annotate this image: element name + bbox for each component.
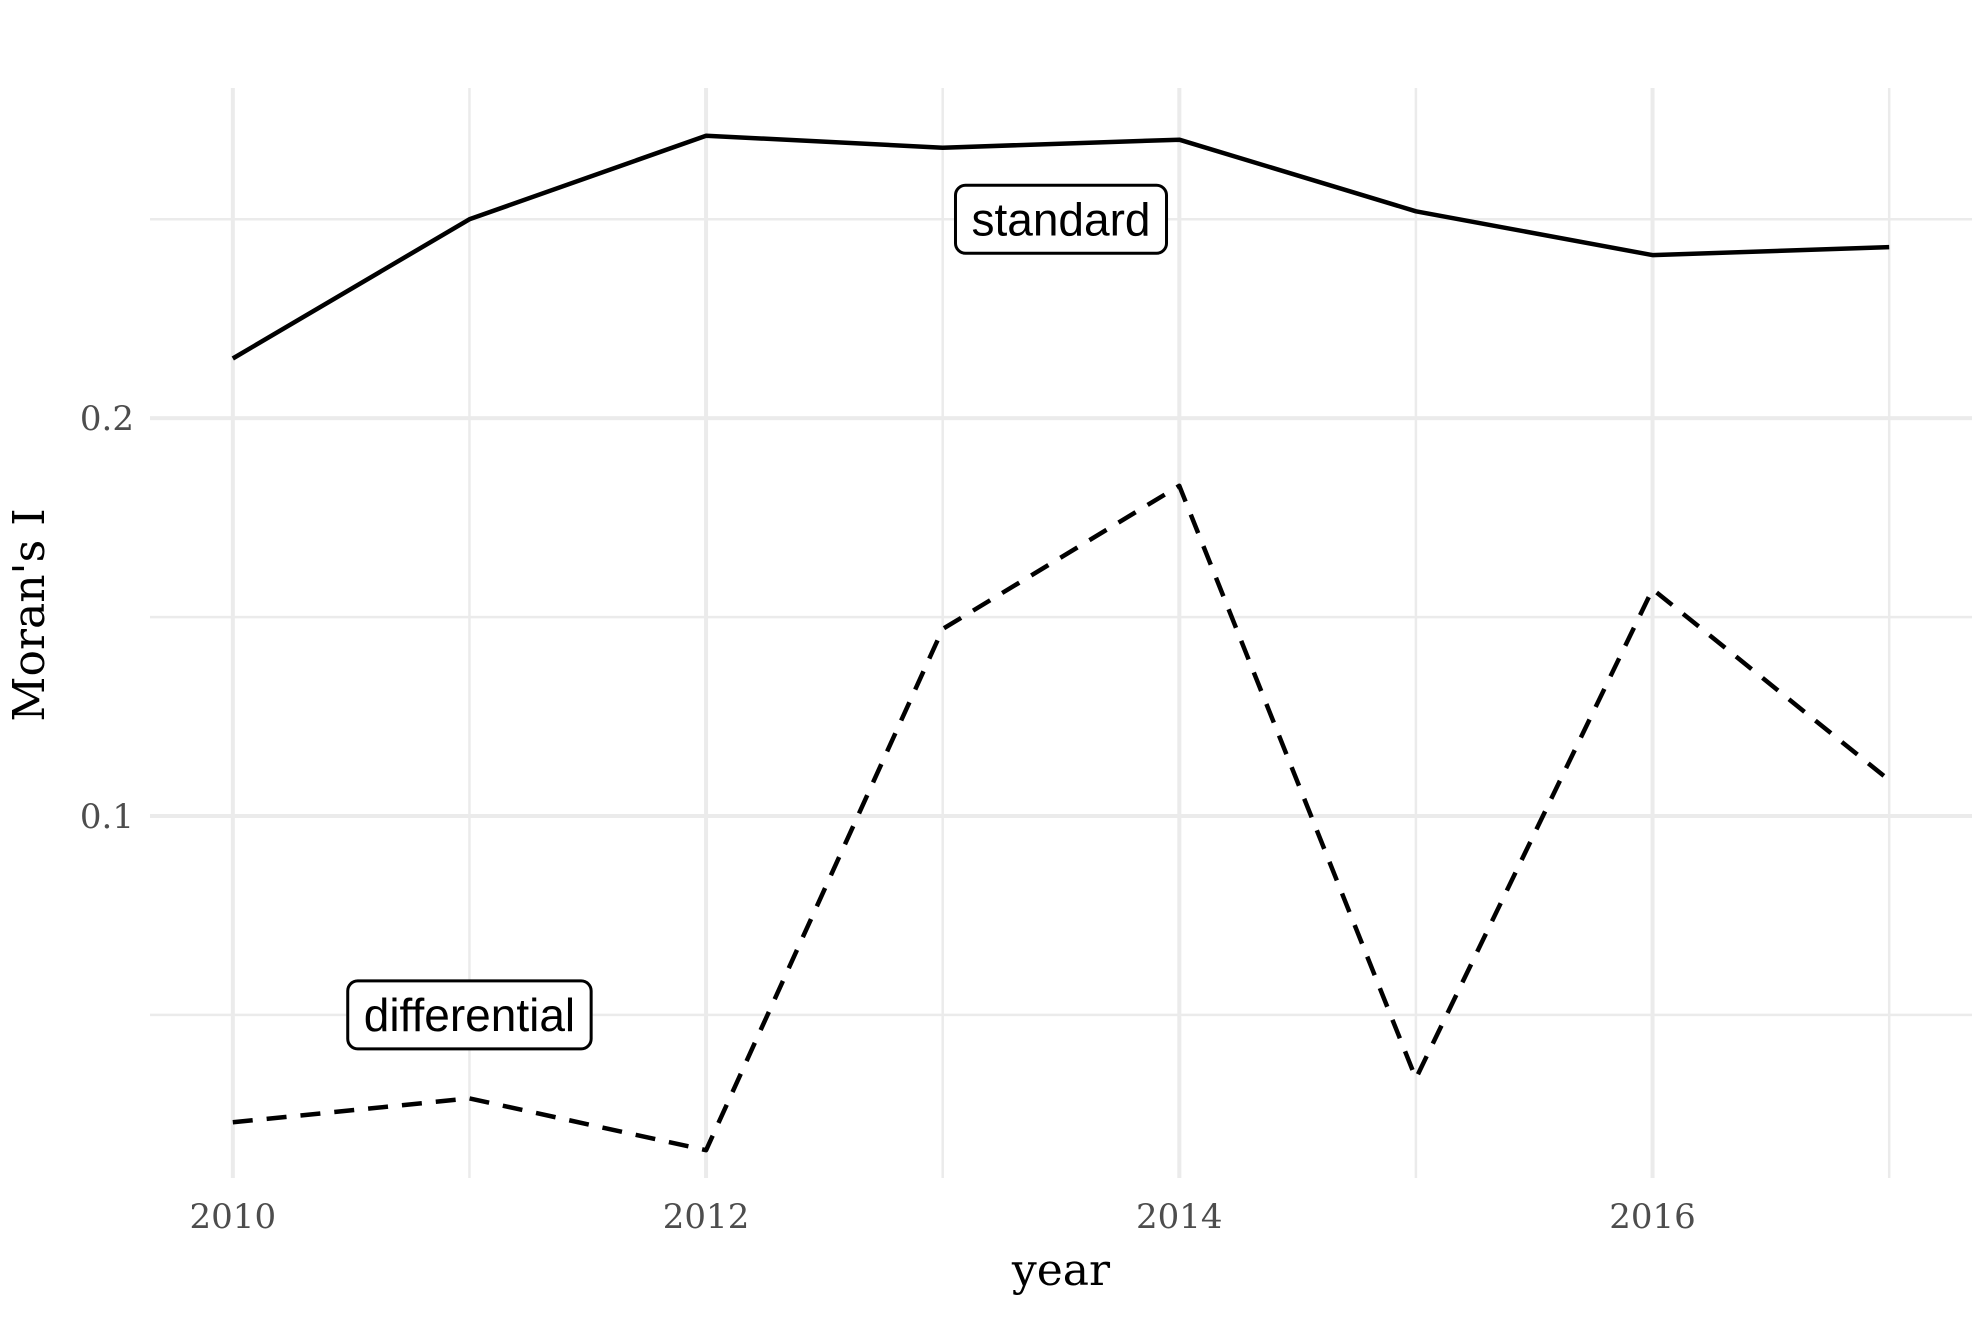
y-axis-title: Moran's I (4, 508, 55, 721)
x-axis-title: year (1011, 1245, 1111, 1296)
x-tick-label: 2014 (1136, 1197, 1223, 1237)
x-tick-label: 2016 (1609, 1197, 1696, 1237)
annotation-differential: differential (346, 979, 593, 1051)
series-line-standard (231, 133, 1890, 361)
annotation-label: differential (364, 989, 575, 1041)
y-tick-label: 0.2 (80, 399, 134, 439)
series-line-differential (232, 483, 1891, 1153)
annotation-standard: standard (953, 183, 1169, 255)
y-tick-label: 0.1 (80, 797, 134, 837)
annotations: standard differential (346, 183, 1169, 1051)
annotation-label: standard (971, 193, 1150, 245)
series-lines (231, 133, 1891, 1153)
x-tick-label: 2012 (663, 1197, 750, 1237)
x-tick-label: 2010 (190, 1197, 277, 1237)
annotation-box (953, 183, 1169, 255)
tick-labels: 2010 2012 2014 2016 0.1 0.2 (80, 399, 1696, 1237)
annotation-box (346, 979, 593, 1051)
